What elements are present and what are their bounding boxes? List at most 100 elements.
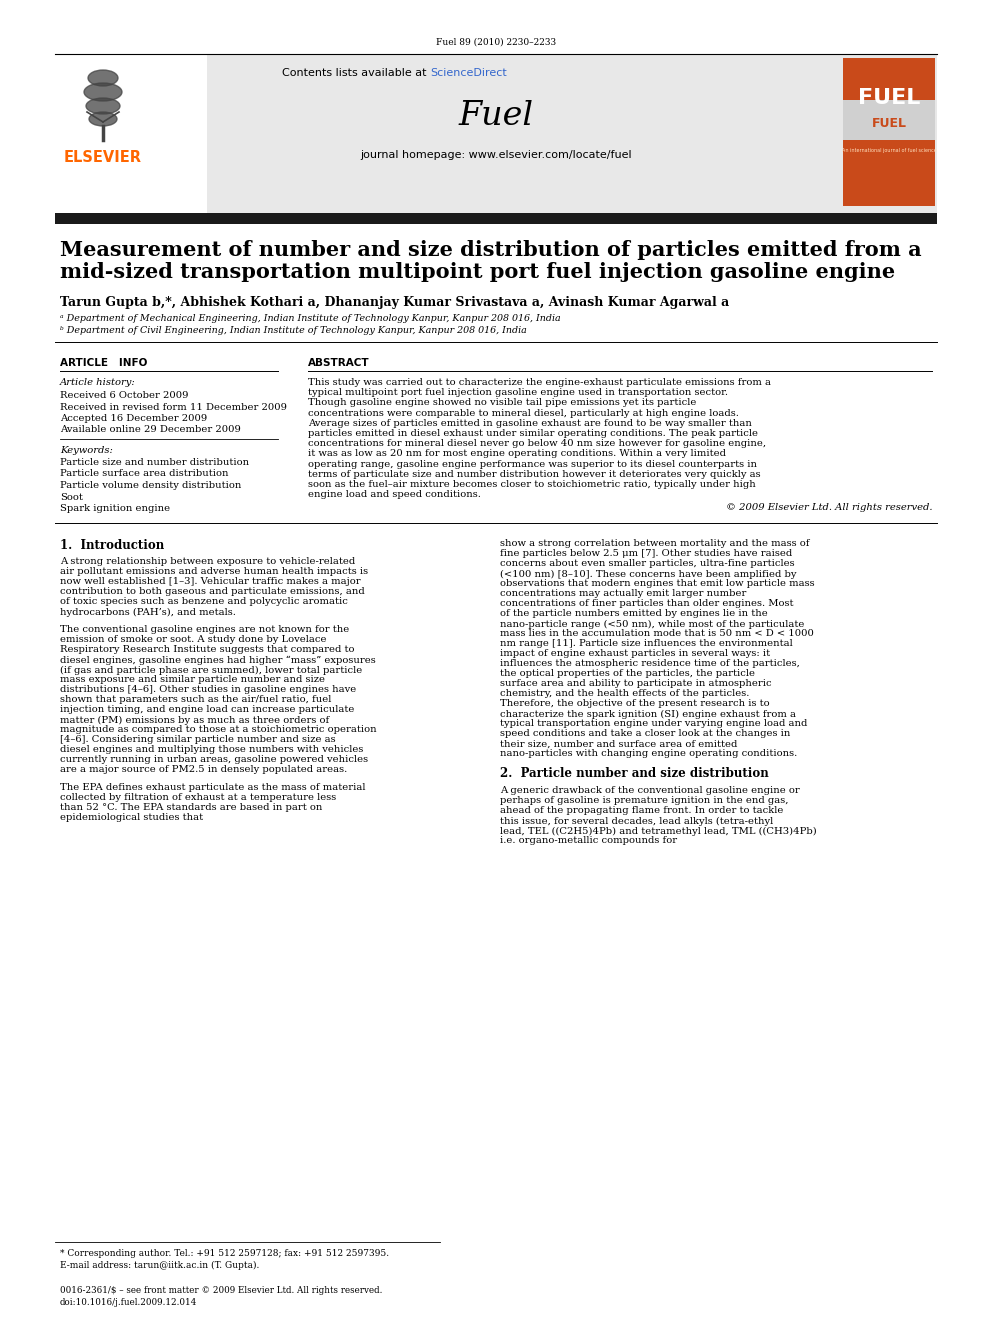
- Text: Spark ignition engine: Spark ignition engine: [60, 504, 170, 513]
- Text: (<100 nm) [8–10]. These concerns have been amplified by: (<100 nm) [8–10]. These concerns have be…: [500, 569, 797, 578]
- Text: nm range [11]. Particle size influences the environmental: nm range [11]. Particle size influences …: [500, 639, 793, 648]
- Text: fine particles below 2.5 μm [7]. Other studies have raised: fine particles below 2.5 μm [7]. Other s…: [500, 549, 793, 558]
- Text: collected by filtration of exhaust at a temperature less: collected by filtration of exhaust at a …: [60, 794, 336, 803]
- Text: © 2009 Elsevier Ltd. All rights reserved.: © 2009 Elsevier Ltd. All rights reserved…: [725, 503, 932, 512]
- Text: nano-particles with changing engine operating conditions.: nano-particles with changing engine oper…: [500, 749, 798, 758]
- Text: their size, number and surface area of emitted: their size, number and surface area of e…: [500, 740, 737, 749]
- Text: * Corresponding author. Tel.: +91 512 2597128; fax: +91 512 2597395.: * Corresponding author. Tel.: +91 512 25…: [60, 1249, 389, 1258]
- Text: concentrations for mineral diesel never go below 40 nm size however for gasoline: concentrations for mineral diesel never …: [308, 439, 766, 448]
- Text: Respiratory Research Institute suggests that compared to: Respiratory Research Institute suggests …: [60, 646, 354, 655]
- Text: injection timing, and engine load can increase particulate: injection timing, and engine load can in…: [60, 705, 354, 714]
- FancyBboxPatch shape: [843, 58, 935, 206]
- Text: 0016-2361/$ – see front matter © 2009 Elsevier Ltd. All rights reserved.: 0016-2361/$ – see front matter © 2009 El…: [60, 1286, 382, 1295]
- Text: Though gasoline engine showed no visible tail pipe emissions yet its particle: Though gasoline engine showed no visible…: [308, 398, 696, 407]
- Text: shown that parameters such as the air/fuel ratio, fuel: shown that parameters such as the air/fu…: [60, 696, 331, 704]
- Text: Fuel 89 (2010) 2230–2233: Fuel 89 (2010) 2230–2233: [435, 38, 557, 48]
- Text: ABSTRACT: ABSTRACT: [308, 359, 370, 368]
- Text: A strong relationship between exposure to vehicle-related: A strong relationship between exposure t…: [60, 557, 355, 566]
- Text: influences the atmospheric residence time of the particles,: influences the atmospheric residence tim…: [500, 659, 800, 668]
- Text: Keywords:: Keywords:: [60, 446, 113, 455]
- Text: An international journal of fuel science: An international journal of fuel science: [841, 148, 936, 153]
- Text: concentrations may actually emit larger number: concentrations may actually emit larger …: [500, 590, 746, 598]
- Text: Received 6 October 2009: Received 6 October 2009: [60, 392, 188, 400]
- Text: the optical properties of the particles, the particle: the optical properties of the particles,…: [500, 669, 755, 679]
- Text: of toxic species such as benzene and polycyclic aromatic: of toxic species such as benzene and pol…: [60, 598, 348, 606]
- Text: The EPA defines exhaust particulate as the mass of material: The EPA defines exhaust particulate as t…: [60, 783, 365, 792]
- Text: impact of engine exhaust particles in several ways: it: impact of engine exhaust particles in se…: [500, 650, 770, 659]
- Text: are a major source of PM2.5 in densely populated areas.: are a major source of PM2.5 in densely p…: [60, 766, 347, 774]
- Text: matter (PM) emissions by as much as three orders of: matter (PM) emissions by as much as thre…: [60, 716, 329, 725]
- Text: air pollutant emissions and adverse human health impacts is: air pollutant emissions and adverse huma…: [60, 568, 368, 577]
- Text: Particle surface area distribution: Particle surface area distribution: [60, 470, 228, 479]
- Text: concentrations were comparable to mineral diesel, particularly at high engine lo: concentrations were comparable to minera…: [308, 409, 739, 418]
- Text: Article history:: Article history:: [60, 378, 136, 388]
- Text: Soot: Soot: [60, 492, 83, 501]
- Text: Tarun Gupta b,*, Abhishek Kothari a, Dhananjay Kumar Srivastava a, Avinash Kumar: Tarun Gupta b,*, Abhishek Kothari a, Dha…: [60, 296, 729, 310]
- Text: lead, TEL ((C2H5)4Pb) and tetramethyl lead, TML ((CH3)4Pb): lead, TEL ((C2H5)4Pb) and tetramethyl le…: [500, 827, 816, 836]
- Text: observations that modern engines that emit low particle mass: observations that modern engines that em…: [500, 579, 814, 589]
- Text: FUEL: FUEL: [872, 116, 907, 130]
- Ellipse shape: [84, 83, 122, 101]
- Text: doi:10.1016/j.fuel.2009.12.014: doi:10.1016/j.fuel.2009.12.014: [60, 1298, 197, 1307]
- FancyBboxPatch shape: [55, 213, 937, 224]
- Text: epidemiological studies that: epidemiological studies that: [60, 814, 203, 823]
- Text: mid-sized transportation multipoint port fuel injection gasoline engine: mid-sized transportation multipoint port…: [60, 262, 895, 282]
- Text: surface area and ability to participate in atmospheric: surface area and ability to participate …: [500, 680, 772, 688]
- Text: ᵃ Department of Mechanical Engineering, Indian Institute of Technology Kanpur, K: ᵃ Department of Mechanical Engineering, …: [60, 314, 560, 323]
- Text: ᵇ Department of Civil Engineering, Indian Institute of Technology Kanpur, Kanpur: ᵇ Department of Civil Engineering, India…: [60, 325, 527, 335]
- FancyBboxPatch shape: [55, 56, 937, 213]
- Text: Particle volume density distribution: Particle volume density distribution: [60, 482, 241, 490]
- Text: now well established [1–3]. Vehicular traffic makes a major: now well established [1–3]. Vehicular tr…: [60, 577, 361, 586]
- Text: operating range, gasoline engine performance was superior to its diesel counterp: operating range, gasoline engine perform…: [308, 459, 757, 468]
- Text: speed conditions and take a closer look at the changes in: speed conditions and take a closer look …: [500, 729, 791, 738]
- Text: ARTICLE   INFO: ARTICLE INFO: [60, 359, 148, 368]
- Text: it was as low as 20 nm for most engine operating conditions. Within a very limit: it was as low as 20 nm for most engine o…: [308, 450, 726, 458]
- Text: than 52 °C. The EPA standards are based in part on: than 52 °C. The EPA standards are based …: [60, 803, 322, 812]
- Text: soon as the fuel–air mixture becomes closer to stoichiometric ratio, typically u: soon as the fuel–air mixture becomes clo…: [308, 480, 756, 490]
- Text: journal homepage: www.elsevier.com/locate/fuel: journal homepage: www.elsevier.com/locat…: [360, 149, 632, 160]
- Text: Therefore, the objective of the present research is to: Therefore, the objective of the present …: [500, 700, 770, 708]
- Text: diesel engines, gasoline engines had higher “mass” exposures: diesel engines, gasoline engines had hig…: [60, 655, 376, 664]
- Text: perhaps of gasoline is premature ignition in the end gas,: perhaps of gasoline is premature ignitio…: [500, 796, 789, 806]
- Text: ahead of the propagating flame front. In order to tackle: ahead of the propagating flame front. In…: [500, 807, 784, 815]
- Text: ScienceDirect: ScienceDirect: [430, 67, 507, 78]
- Text: terms of particulate size and number distribution however it deteriorates very q: terms of particulate size and number dis…: [308, 470, 761, 479]
- Text: nano-particle range (<50 nm), while most of the particulate: nano-particle range (<50 nm), while most…: [500, 619, 805, 628]
- Text: this issue, for several decades, lead alkyls (tetra-ethyl: this issue, for several decades, lead al…: [500, 816, 773, 826]
- Text: Available online 29 December 2009: Available online 29 December 2009: [60, 426, 241, 434]
- Text: mass exposure and similar particle number and size: mass exposure and similar particle numbe…: [60, 676, 325, 684]
- Text: characterize the spark ignition (SI) engine exhaust from a: characterize the spark ignition (SI) eng…: [500, 709, 796, 718]
- Text: Contents lists available at: Contents lists available at: [282, 67, 430, 78]
- Text: contribution to both gaseous and particulate emissions, and: contribution to both gaseous and particu…: [60, 587, 365, 597]
- Text: Received in revised form 11 December 2009: Received in revised form 11 December 200…: [60, 402, 287, 411]
- Text: 2.  Particle number and size distribution: 2. Particle number and size distribution: [500, 767, 769, 781]
- Text: of the particle numbers emitted by engines lie in the: of the particle numbers emitted by engin…: [500, 610, 768, 618]
- Text: [4–6]. Considering similar particle number and size as: [4–6]. Considering similar particle numb…: [60, 736, 335, 745]
- Text: typical multipoint port fuel injection gasoline engine used in transportation se: typical multipoint port fuel injection g…: [308, 388, 728, 397]
- Text: i.e. organo-metallic compounds for: i.e. organo-metallic compounds for: [500, 836, 678, 845]
- Text: engine load and speed conditions.: engine load and speed conditions.: [308, 491, 481, 499]
- Ellipse shape: [86, 98, 120, 114]
- Text: Fuel: Fuel: [458, 101, 534, 132]
- Text: particles emitted in diesel exhaust under similar operating conditions. The peak: particles emitted in diesel exhaust unde…: [308, 429, 758, 438]
- Text: The conventional gasoline engines are not known for the: The conventional gasoline engines are no…: [60, 626, 349, 635]
- Text: mass lies in the accumulation mode that is 50 nm < D < 1000: mass lies in the accumulation mode that …: [500, 630, 813, 639]
- Text: magnitude as compared to those at a stoichiometric operation: magnitude as compared to those at a stoi…: [60, 725, 377, 734]
- Ellipse shape: [89, 112, 117, 126]
- Text: distributions [4–6]. Other studies in gasoline engines have: distributions [4–6]. Other studies in ga…: [60, 685, 356, 695]
- Text: concentrations of finer particles than older engines. Most: concentrations of finer particles than o…: [500, 599, 794, 609]
- Text: Average sizes of particles emitted in gasoline exhaust are found to be way small: Average sizes of particles emitted in ga…: [308, 419, 752, 427]
- Text: FUEL: FUEL: [858, 89, 921, 108]
- Text: (if gas and particle phase are summed), lower total particle: (if gas and particle phase are summed), …: [60, 665, 362, 675]
- Text: Particle size and number distribution: Particle size and number distribution: [60, 458, 249, 467]
- Text: Measurement of number and size distribution of particles emitted from a: Measurement of number and size distribut…: [60, 239, 922, 261]
- Text: hydrocarbons (PAH’s), and metals.: hydrocarbons (PAH’s), and metals.: [60, 607, 236, 617]
- Text: ELSEVIER: ELSEVIER: [64, 149, 142, 165]
- Text: Accepted 16 December 2009: Accepted 16 December 2009: [60, 414, 207, 423]
- FancyBboxPatch shape: [55, 56, 207, 213]
- Text: E-mail address: tarun@iitk.ac.in (T. Gupta).: E-mail address: tarun@iitk.ac.in (T. Gup…: [60, 1261, 259, 1270]
- Text: This study was carried out to characterize the engine-exhaust particulate emissi: This study was carried out to characteri…: [308, 378, 771, 388]
- Text: typical transportation engine under varying engine load and: typical transportation engine under vary…: [500, 720, 807, 729]
- Text: chemistry, and the health effects of the particles.: chemistry, and the health effects of the…: [500, 689, 749, 699]
- Text: emission of smoke or soot. A study done by Lovelace: emission of smoke or soot. A study done …: [60, 635, 326, 644]
